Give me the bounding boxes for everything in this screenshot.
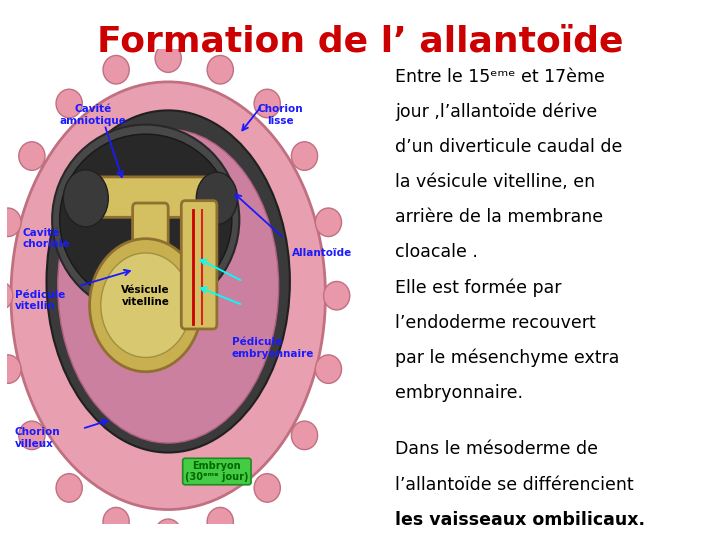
Ellipse shape	[60, 134, 232, 305]
FancyBboxPatch shape	[181, 201, 217, 329]
Text: d’un diverticule caudal de: d’un diverticule caudal de	[395, 138, 623, 156]
Ellipse shape	[52, 125, 239, 315]
FancyBboxPatch shape	[132, 203, 168, 324]
Ellipse shape	[47, 110, 290, 453]
Ellipse shape	[315, 208, 341, 237]
Text: Chorion
lisse: Chorion lisse	[258, 104, 303, 126]
Text: Chorion
villeux: Chorion villeux	[14, 428, 60, 449]
Text: Cavité
amniotique: Cavité amniotique	[60, 104, 127, 126]
Text: arrière de la membrane: arrière de la membrane	[395, 208, 603, 226]
Ellipse shape	[155, 44, 181, 72]
Text: Elle est formée par: Elle est formée par	[395, 279, 562, 297]
Ellipse shape	[0, 281, 13, 310]
Ellipse shape	[103, 508, 129, 536]
Ellipse shape	[292, 421, 318, 450]
Ellipse shape	[197, 172, 238, 225]
Text: l’endoderme recouvert: l’endoderme recouvert	[395, 314, 596, 332]
Ellipse shape	[103, 56, 129, 84]
Text: embryonnaire.: embryonnaire.	[395, 384, 523, 402]
Text: Dans le mésoderme de: Dans le mésoderme de	[395, 440, 598, 458]
Ellipse shape	[63, 170, 108, 227]
Ellipse shape	[254, 474, 280, 502]
Ellipse shape	[58, 130, 279, 443]
Text: Pédicule
embryonnaire: Pédicule embryonnaire	[232, 337, 314, 359]
Ellipse shape	[19, 142, 45, 170]
Text: Allantoïde: Allantoïde	[292, 248, 352, 258]
Text: Pédicule
vitellin: Pédicule vitellin	[14, 289, 65, 311]
Text: l’allantoïde se différencient: l’allantoïde se différencient	[395, 476, 634, 494]
Text: Embryon
(30ᵉᵐᵉ jour): Embryon (30ᵉᵐᵉ jour)	[185, 461, 248, 482]
Ellipse shape	[254, 89, 280, 118]
Text: la vésicule vitelline, en: la vésicule vitelline, en	[395, 173, 595, 191]
Ellipse shape	[89, 239, 202, 372]
Ellipse shape	[323, 281, 350, 310]
Ellipse shape	[315, 355, 341, 383]
Text: par le mésenchyme extra: par le mésenchyme extra	[395, 349, 620, 367]
Text: Formation de l’ allantoïde: Formation de l’ allantoïde	[96, 24, 624, 58]
Ellipse shape	[155, 519, 181, 540]
Text: jour ,l’allantoïde dérive: jour ,l’allantoïde dérive	[395, 103, 598, 122]
Text: cloacale .: cloacale .	[395, 244, 478, 261]
Ellipse shape	[0, 355, 21, 383]
Ellipse shape	[56, 89, 82, 118]
Ellipse shape	[101, 253, 191, 357]
Ellipse shape	[11, 82, 325, 510]
Ellipse shape	[56, 474, 82, 502]
Text: Entre le 15ᵉᵐᵉ et 17ème: Entre le 15ᵉᵐᵉ et 17ème	[395, 68, 605, 86]
Ellipse shape	[207, 508, 233, 536]
Text: Cavité
choriale: Cavité choriale	[22, 228, 70, 249]
Ellipse shape	[19, 421, 45, 450]
Ellipse shape	[0, 208, 21, 237]
Ellipse shape	[292, 142, 318, 170]
Text: Vésicule
vitelline: Vésicule vitelline	[122, 285, 170, 307]
Ellipse shape	[207, 56, 233, 84]
FancyBboxPatch shape	[75, 177, 225, 217]
Text: les vaisseaux ombilicaux.: les vaisseaux ombilicaux.	[395, 511, 645, 529]
